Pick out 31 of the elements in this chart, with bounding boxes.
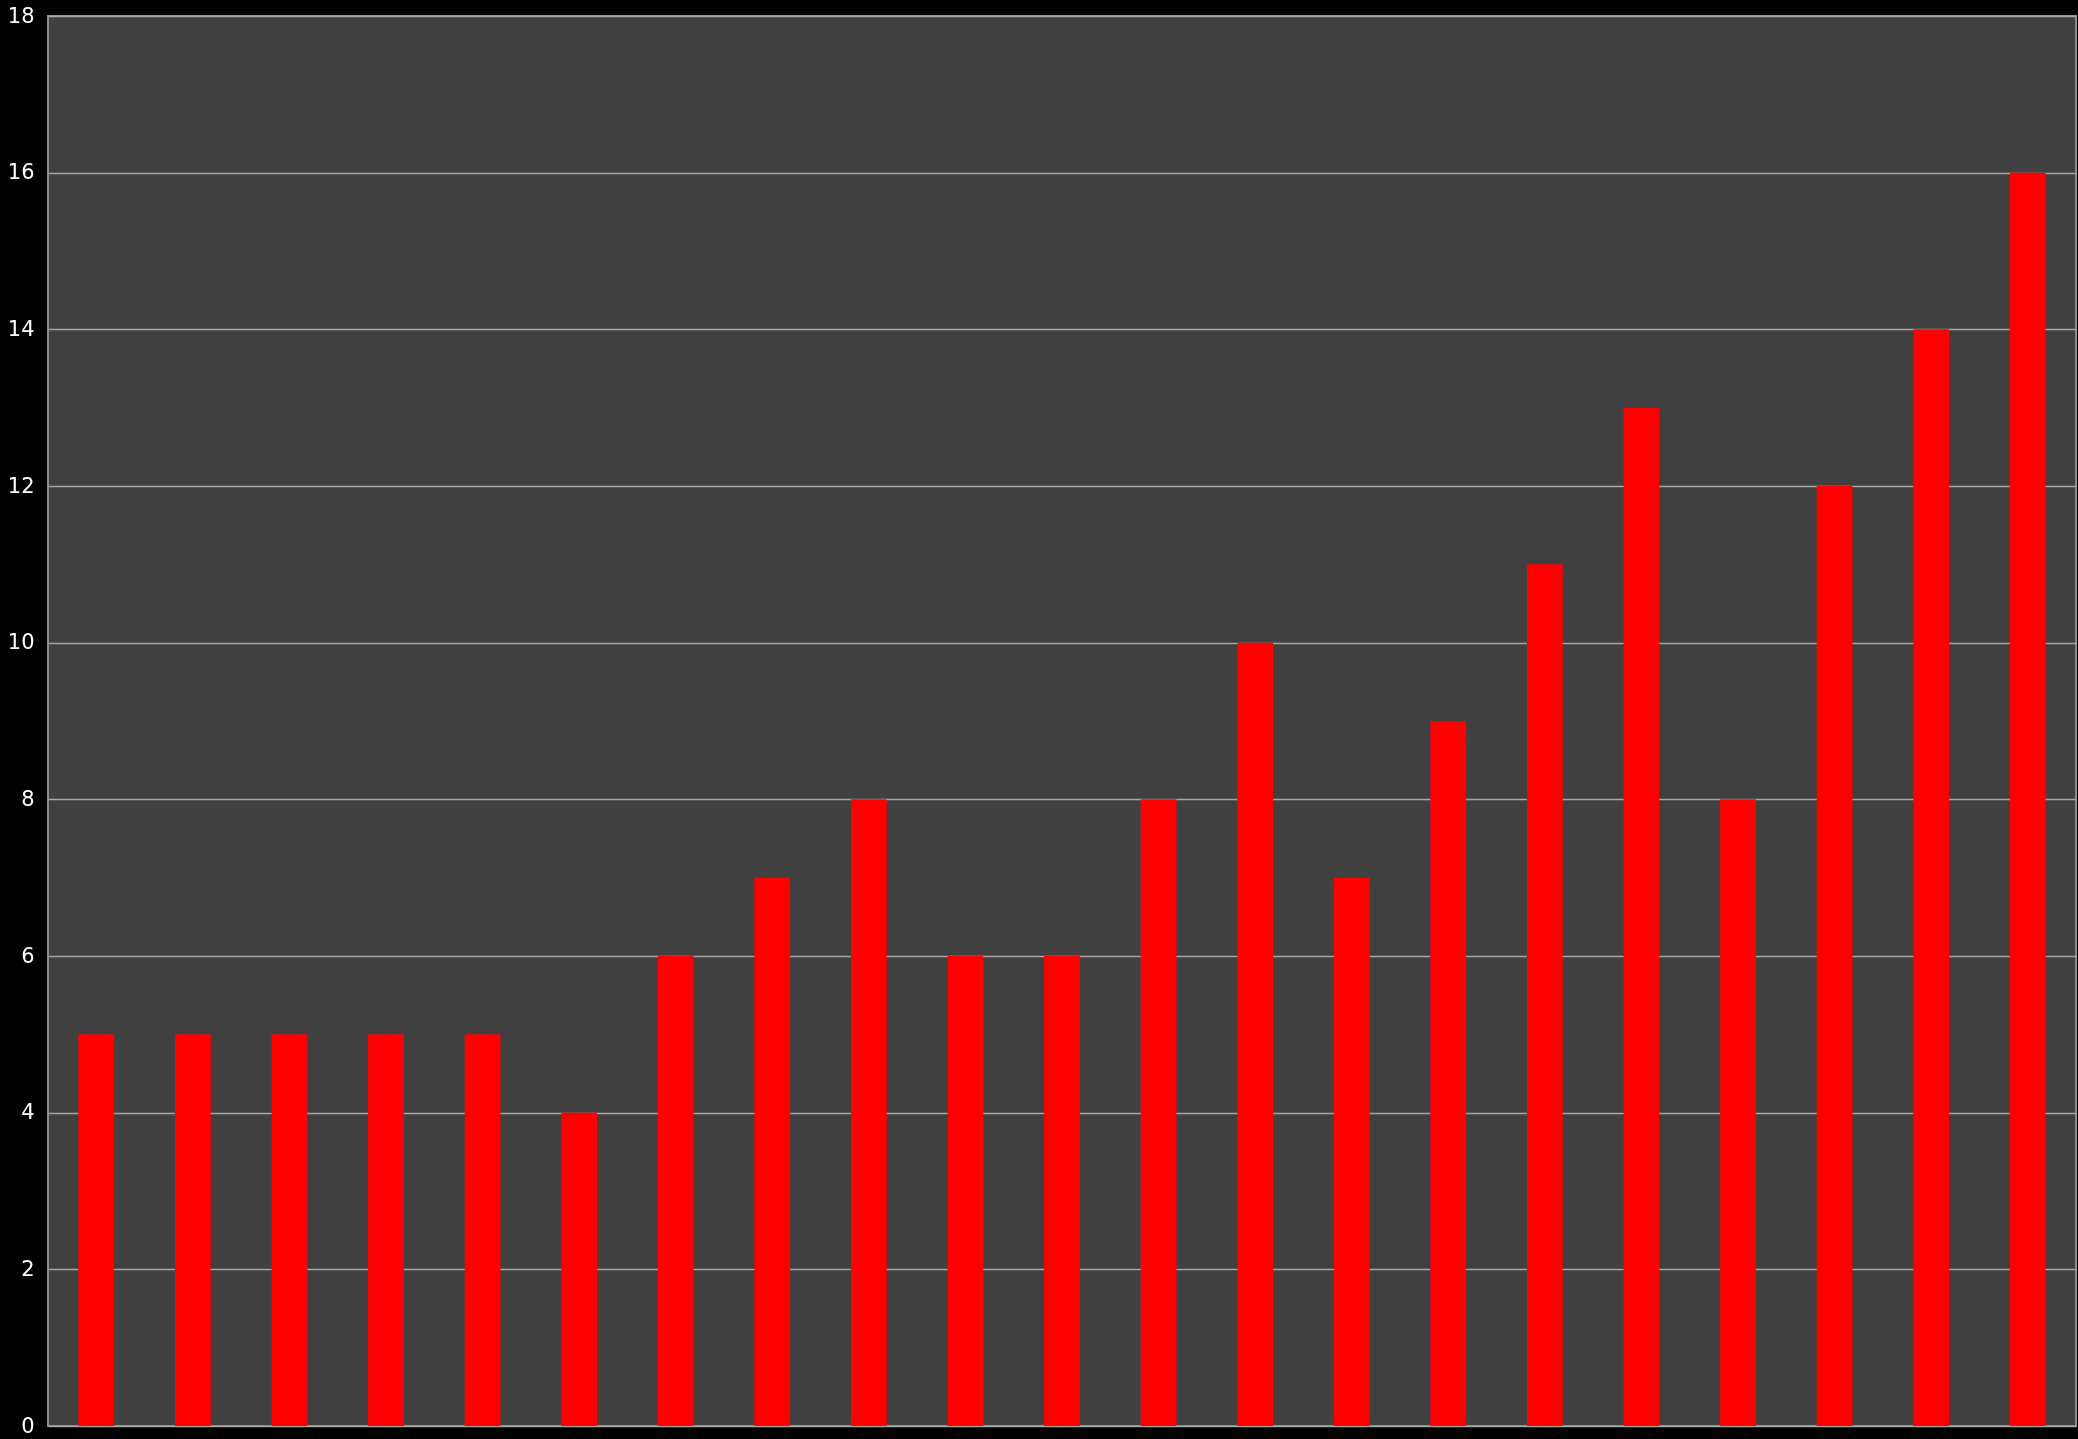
bar xyxy=(1913,329,1950,1426)
bar xyxy=(464,1034,501,1426)
y-tick-label: 6 xyxy=(21,943,35,968)
y-tick-label: 4 xyxy=(21,1100,35,1125)
bar xyxy=(561,1112,598,1426)
y-tick-label: 18 xyxy=(7,3,35,28)
y-tick-label: 0 xyxy=(21,1413,35,1438)
bar xyxy=(271,1034,308,1426)
bar xyxy=(1816,486,1853,1426)
bar xyxy=(1333,877,1370,1426)
bar xyxy=(1623,407,1660,1426)
bar xyxy=(754,877,791,1426)
bar xyxy=(1720,799,1756,1426)
bar xyxy=(1430,721,1467,1426)
bar xyxy=(368,1034,404,1426)
bar xyxy=(1140,799,1177,1426)
y-tick-label: 16 xyxy=(7,160,35,185)
bar xyxy=(850,799,887,1426)
y-tick-label: 14 xyxy=(7,316,35,341)
bar xyxy=(78,1034,115,1426)
y-tick-label: 10 xyxy=(7,630,35,655)
bar xyxy=(947,956,984,1426)
bar xyxy=(1044,956,1080,1426)
bar xyxy=(1526,564,1563,1426)
y-tick-label: 2 xyxy=(21,1256,35,1281)
y-tick-label: 12 xyxy=(7,473,35,498)
y-tick-label: 8 xyxy=(21,786,35,811)
bar xyxy=(2009,172,2046,1426)
bar xyxy=(174,1034,211,1426)
bar xyxy=(657,956,694,1426)
bar xyxy=(1237,642,1274,1426)
